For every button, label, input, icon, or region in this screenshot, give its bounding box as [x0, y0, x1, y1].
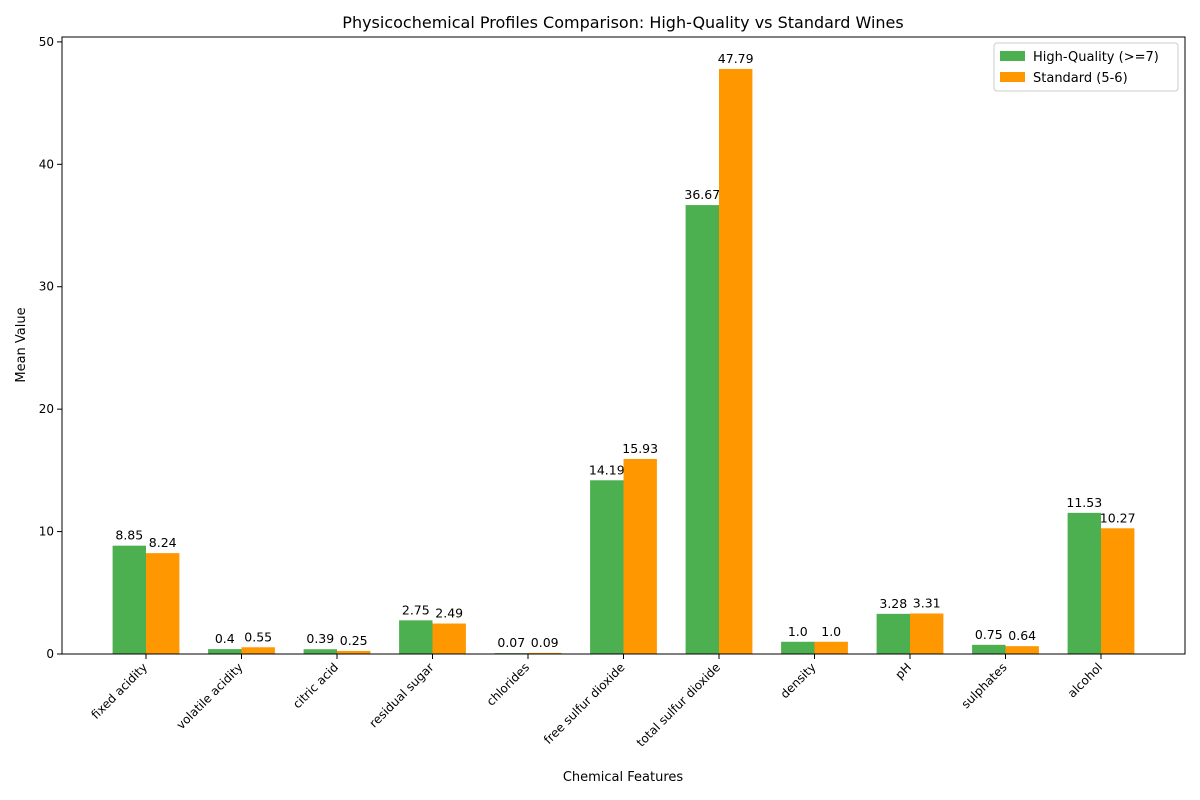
data-label: 3.31: [913, 595, 941, 610]
series-1: 8.24 0.55 0.25 2.49 0.09 15.93 47.79 1.0 3.31 0.6…: [146, 51, 1136, 654]
x-tick-label: alcohol: [1065, 660, 1105, 700]
data-label: 0.75: [975, 627, 1003, 642]
bar: [528, 652, 562, 654]
y-tick-label: 10: [39, 525, 54, 539]
data-label: 1.0: [788, 624, 808, 639]
bar: [303, 649, 337, 654]
data-label: 0.39: [306, 631, 334, 646]
data-label: 0.55: [244, 629, 272, 644]
bar: [241, 647, 275, 654]
x-tick-label: free sulfur dioxide: [541, 660, 628, 747]
bar: [590, 480, 624, 654]
bar: [876, 613, 910, 654]
bar: [1067, 512, 1101, 654]
data-label: 3.28: [879, 596, 907, 611]
data-label: 11.53: [1066, 495, 1102, 510]
bar: [208, 649, 242, 654]
data-label: 0.64: [1008, 628, 1036, 643]
x-tick-label: chlorides: [484, 660, 532, 708]
x-tick-label: volatile acidity: [174, 660, 246, 732]
bar: [623, 458, 657, 654]
data-label: 1.0: [821, 624, 841, 639]
bar: [719, 68, 753, 654]
data-label: 10.27: [1100, 510, 1136, 525]
bar: [432, 623, 466, 654]
bar: [972, 644, 1006, 654]
bar: [910, 613, 944, 654]
y-tick-label: 50: [39, 35, 54, 49]
series-0: 8.85 0.4 0.39 2.75 0.07 14.19 36.67 1.0 3.28 0.75…: [112, 187, 1102, 654]
data-label: 14.19: [589, 462, 625, 477]
x-tick-label: pH: [892, 660, 914, 682]
bar: [112, 545, 146, 654]
chart-title: Physicochemical Profiles Comparison: Hig…: [342, 13, 903, 32]
legend-swatch: [1000, 51, 1025, 61]
y-tick-label: 40: [39, 157, 54, 171]
bar: [399, 620, 433, 654]
bar: [1005, 646, 1039, 654]
y-tick-label: 0: [46, 647, 54, 661]
data-label: 0.09: [531, 635, 559, 650]
x-tick-label: sulphates: [959, 660, 1010, 711]
x-tick-label: residual sugar: [367, 660, 437, 730]
x-tick-label: density: [778, 660, 819, 701]
legend-box: [993, 42, 1179, 92]
data-label: 0.25: [340, 633, 368, 648]
data-label: 15.93: [622, 441, 658, 456]
bar: [685, 205, 719, 654]
bar: [146, 553, 180, 654]
y-tick-label: 30: [39, 280, 54, 294]
plot-area: 8.85 0.4 0.39 2.75 0.07 14.19 36.67 1.0 3.28 0.75…: [39, 35, 1186, 750]
bar: [814, 641, 848, 654]
data-label: 47.79: [718, 51, 754, 66]
legend: High-Quality (>=7) Standard (5-6): [993, 42, 1179, 92]
data-label: 8.85: [115, 528, 143, 543]
x-tick-label: fixed acidity: [88, 660, 150, 722]
y-axis-label: Mean Value: [14, 307, 29, 382]
x-axis-label: Chemical Features: [563, 770, 684, 785]
data-label: 0.07: [497, 635, 525, 650]
y-tick-label: 20: [39, 402, 54, 416]
legend-label: Standard (5-6): [1033, 71, 1128, 86]
data-label: 2.49: [435, 606, 463, 621]
data-label: 2.75: [402, 602, 430, 617]
legend-swatch: [1000, 72, 1025, 82]
bar: [781, 641, 815, 654]
x-tick-label: citric acid: [290, 660, 341, 711]
legend-label: High-Quality (>=7): [1033, 50, 1159, 65]
data-label: 0.4: [215, 631, 235, 646]
bar: [1101, 528, 1135, 654]
data-label: 36.67: [684, 187, 720, 202]
x-tick-label: total sulfur dioxide: [634, 660, 723, 749]
data-label: 8.24: [149, 535, 177, 550]
bar: [337, 650, 371, 654]
